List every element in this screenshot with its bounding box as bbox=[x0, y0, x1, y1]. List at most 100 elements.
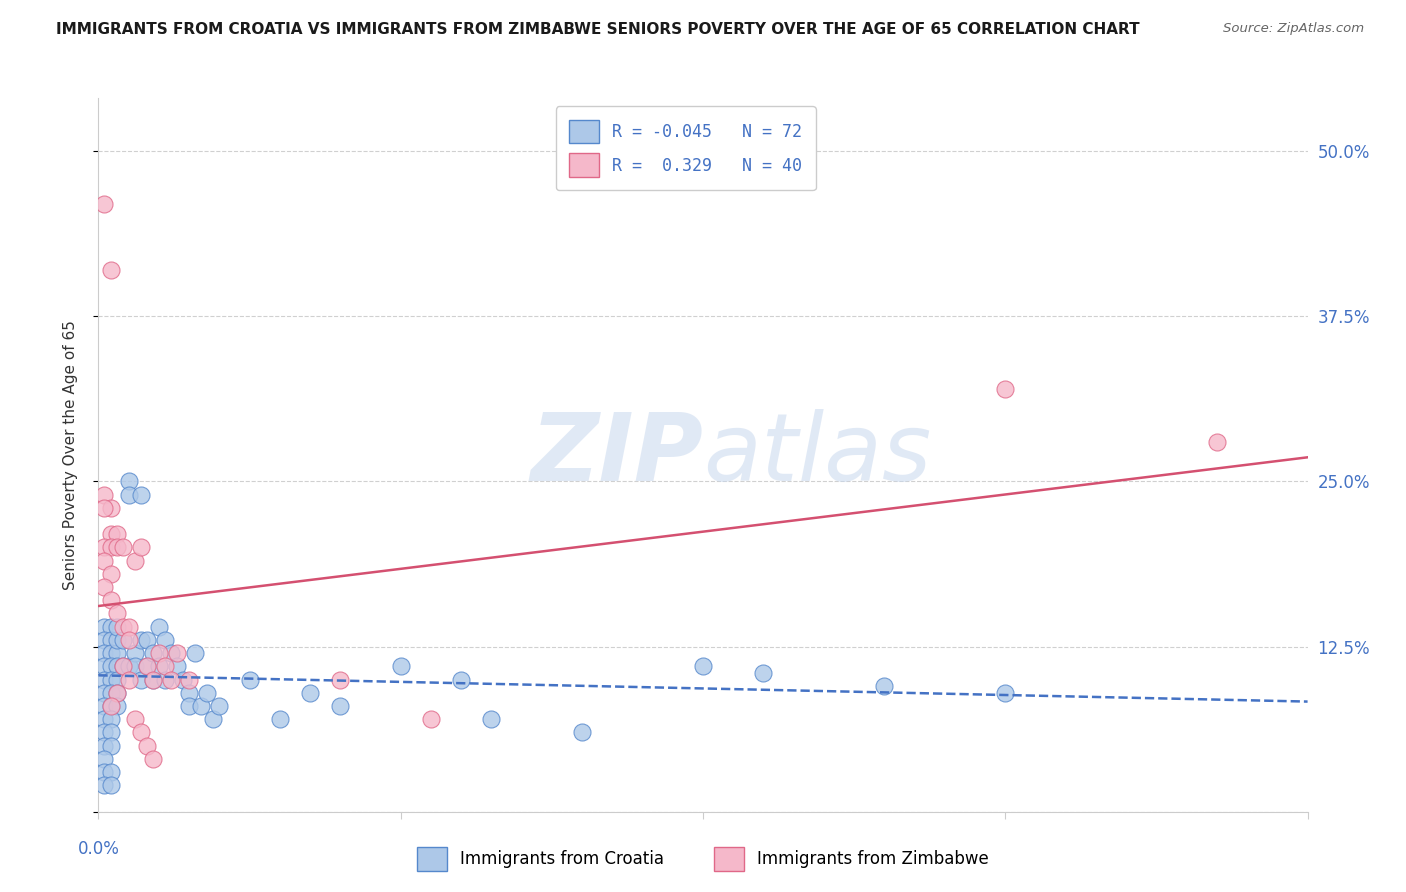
Point bbox=[166, 646, 188, 660]
Point bbox=[100, 659, 122, 673]
Point bbox=[160, 646, 183, 660]
Point bbox=[100, 500, 122, 515]
Point bbox=[329, 698, 352, 713]
Point bbox=[93, 673, 115, 687]
Point bbox=[93, 500, 115, 515]
Point bbox=[1206, 434, 1229, 449]
Point bbox=[184, 646, 207, 660]
Point bbox=[124, 712, 146, 726]
Point bbox=[179, 698, 201, 713]
Point bbox=[994, 382, 1017, 396]
Point bbox=[100, 739, 122, 753]
Point bbox=[329, 673, 352, 687]
Point bbox=[100, 698, 122, 713]
Point bbox=[129, 725, 152, 739]
Point bbox=[105, 686, 128, 700]
Point bbox=[571, 725, 593, 739]
Point bbox=[124, 659, 146, 673]
Point bbox=[239, 673, 262, 687]
Point bbox=[105, 632, 128, 647]
Point bbox=[105, 659, 128, 673]
Point bbox=[118, 632, 141, 647]
Point bbox=[179, 673, 201, 687]
Point bbox=[118, 487, 141, 501]
Point bbox=[389, 659, 412, 673]
Point bbox=[752, 665, 775, 680]
Point bbox=[93, 725, 115, 739]
Point bbox=[105, 541, 128, 555]
Point bbox=[153, 673, 176, 687]
Point bbox=[148, 620, 170, 634]
Point bbox=[450, 673, 472, 687]
Point bbox=[105, 620, 128, 634]
Point bbox=[93, 765, 115, 780]
Point bbox=[153, 659, 176, 673]
Point bbox=[100, 263, 122, 277]
Point bbox=[100, 698, 122, 713]
Point bbox=[93, 712, 115, 726]
Point bbox=[105, 673, 128, 687]
Point bbox=[100, 778, 122, 792]
Point bbox=[111, 659, 134, 673]
Point bbox=[135, 659, 157, 673]
Point bbox=[100, 765, 122, 780]
Point bbox=[93, 698, 115, 713]
Point bbox=[179, 686, 201, 700]
Point bbox=[208, 698, 231, 713]
Y-axis label: Seniors Poverty Over the Age of 65: Seniors Poverty Over the Age of 65 bbox=[63, 320, 77, 590]
Text: atlas: atlas bbox=[703, 409, 931, 500]
Legend: R = -0.045   N = 72, R =  0.329   N = 40: R = -0.045 N = 72, R = 0.329 N = 40 bbox=[555, 106, 815, 190]
Point bbox=[142, 752, 165, 766]
Point bbox=[420, 712, 443, 726]
Text: ZIP: ZIP bbox=[530, 409, 703, 501]
Point bbox=[105, 527, 128, 541]
Point bbox=[93, 739, 115, 753]
Point bbox=[481, 712, 503, 726]
Point bbox=[195, 686, 218, 700]
Point bbox=[111, 632, 134, 647]
Point bbox=[93, 580, 115, 594]
Point bbox=[100, 712, 122, 726]
Text: IMMIGRANTS FROM CROATIA VS IMMIGRANTS FROM ZIMBABWE SENIORS POVERTY OVER THE AGE: IMMIGRANTS FROM CROATIA VS IMMIGRANTS FR… bbox=[56, 22, 1140, 37]
Point bbox=[160, 673, 183, 687]
Point bbox=[873, 679, 896, 693]
Point bbox=[148, 646, 170, 660]
Point bbox=[100, 620, 122, 634]
Text: Source: ZipAtlas.com: Source: ZipAtlas.com bbox=[1223, 22, 1364, 36]
Legend: Immigrants from Croatia, Immigrants from Zimbabwe: Immigrants from Croatia, Immigrants from… bbox=[409, 839, 997, 880]
Point bbox=[100, 686, 122, 700]
Point bbox=[129, 673, 152, 687]
Text: 0.0%: 0.0% bbox=[77, 840, 120, 858]
Point bbox=[118, 659, 141, 673]
Point bbox=[100, 646, 122, 660]
Point bbox=[105, 607, 128, 621]
Point bbox=[129, 541, 152, 555]
Point bbox=[111, 541, 134, 555]
Point bbox=[129, 487, 152, 501]
Point bbox=[148, 659, 170, 673]
Point bbox=[172, 673, 194, 687]
Point bbox=[100, 566, 122, 581]
Point bbox=[100, 593, 122, 607]
Point bbox=[124, 646, 146, 660]
Point bbox=[124, 554, 146, 568]
Point bbox=[100, 541, 122, 555]
Point bbox=[93, 752, 115, 766]
Point bbox=[93, 197, 115, 211]
Point bbox=[93, 487, 115, 501]
Point bbox=[166, 659, 188, 673]
Point bbox=[135, 739, 157, 753]
Point bbox=[142, 673, 165, 687]
Point bbox=[93, 554, 115, 568]
Point bbox=[105, 646, 128, 660]
Point bbox=[93, 686, 115, 700]
Point bbox=[142, 646, 165, 660]
Point bbox=[93, 659, 115, 673]
Point bbox=[93, 778, 115, 792]
Point bbox=[118, 673, 141, 687]
Point bbox=[100, 725, 122, 739]
Point bbox=[93, 632, 115, 647]
Point bbox=[994, 686, 1017, 700]
Point bbox=[105, 698, 128, 713]
Point bbox=[100, 673, 122, 687]
